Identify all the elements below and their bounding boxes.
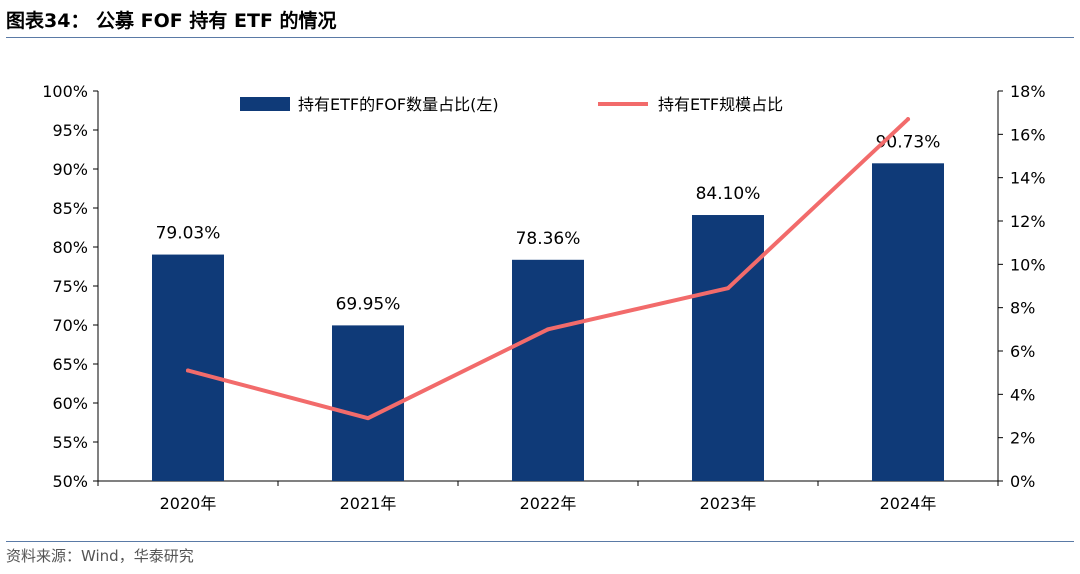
x-tick-label: 2022年: [520, 494, 577, 513]
bar: [152, 254, 224, 481]
y-right-tick-label: 16%: [1010, 125, 1046, 144]
bar: [692, 215, 764, 481]
y-right-tick-label: 14%: [1010, 169, 1046, 188]
x-tick-label: 2023年: [700, 494, 757, 513]
bar-data-label: 78.36%: [516, 229, 581, 249]
y-right-tick-label: 18%: [1010, 82, 1046, 101]
y-right-tick-label: 2%: [1010, 429, 1035, 448]
line-point: [186, 368, 190, 373]
y-right-tick-label: 12%: [1010, 212, 1046, 231]
line-point: [906, 117, 910, 122]
bar-data-label: 79.03%: [156, 224, 221, 244]
bar: [512, 259, 584, 481]
title-rule: [6, 37, 1074, 38]
line-point: [546, 327, 550, 332]
x-tick-label: 2024年: [880, 494, 937, 513]
y-left-tick-label: 90%: [52, 160, 88, 179]
bar: [332, 325, 404, 481]
x-tick-label: 2020年: [160, 494, 217, 513]
y-right-tick-label: 0%: [1010, 472, 1035, 491]
y-left-tick-label: 85%: [52, 199, 88, 218]
y-left-tick-label: 95%: [52, 121, 88, 140]
line-point: [366, 416, 370, 421]
y-right-tick-label: 4%: [1010, 385, 1035, 404]
source-rule: [6, 541, 1074, 542]
source-note: 资料来源：Wind，华泰研究: [6, 547, 194, 565]
x-tick-label: 2021年: [340, 494, 397, 513]
legend-label-bar: 持有ETF的FOF数量占比(左): [298, 95, 499, 114]
line-point: [726, 286, 730, 291]
y-left-tick-label: 80%: [52, 238, 88, 257]
y-left-tick-label: 75%: [52, 277, 88, 296]
y-left-tick-label: 50%: [52, 472, 88, 491]
y-left-tick-label: 65%: [52, 355, 88, 374]
y-left-tick-label: 70%: [52, 316, 88, 335]
bar-data-label: 69.95%: [336, 294, 401, 314]
bar-data-label: 84.10%: [696, 184, 761, 204]
legend-label-line: 持有ETF规模占比: [658, 95, 783, 114]
legend-swatch-bar: [240, 97, 290, 111]
bar: [872, 163, 944, 481]
bar-data-label: 90.73%: [876, 132, 941, 152]
y-right-tick-label: 6%: [1010, 342, 1035, 361]
y-right-tick-label: 10%: [1010, 255, 1046, 274]
y-right-tick-label: 8%: [1010, 299, 1035, 318]
figure-title: 图表34： 公募 FOF 持有 ETF 的情况: [6, 10, 337, 32]
y-left-tick-label: 55%: [52, 433, 88, 452]
y-left-tick-label: 100%: [42, 82, 88, 101]
y-left-tick-label: 60%: [52, 394, 88, 413]
